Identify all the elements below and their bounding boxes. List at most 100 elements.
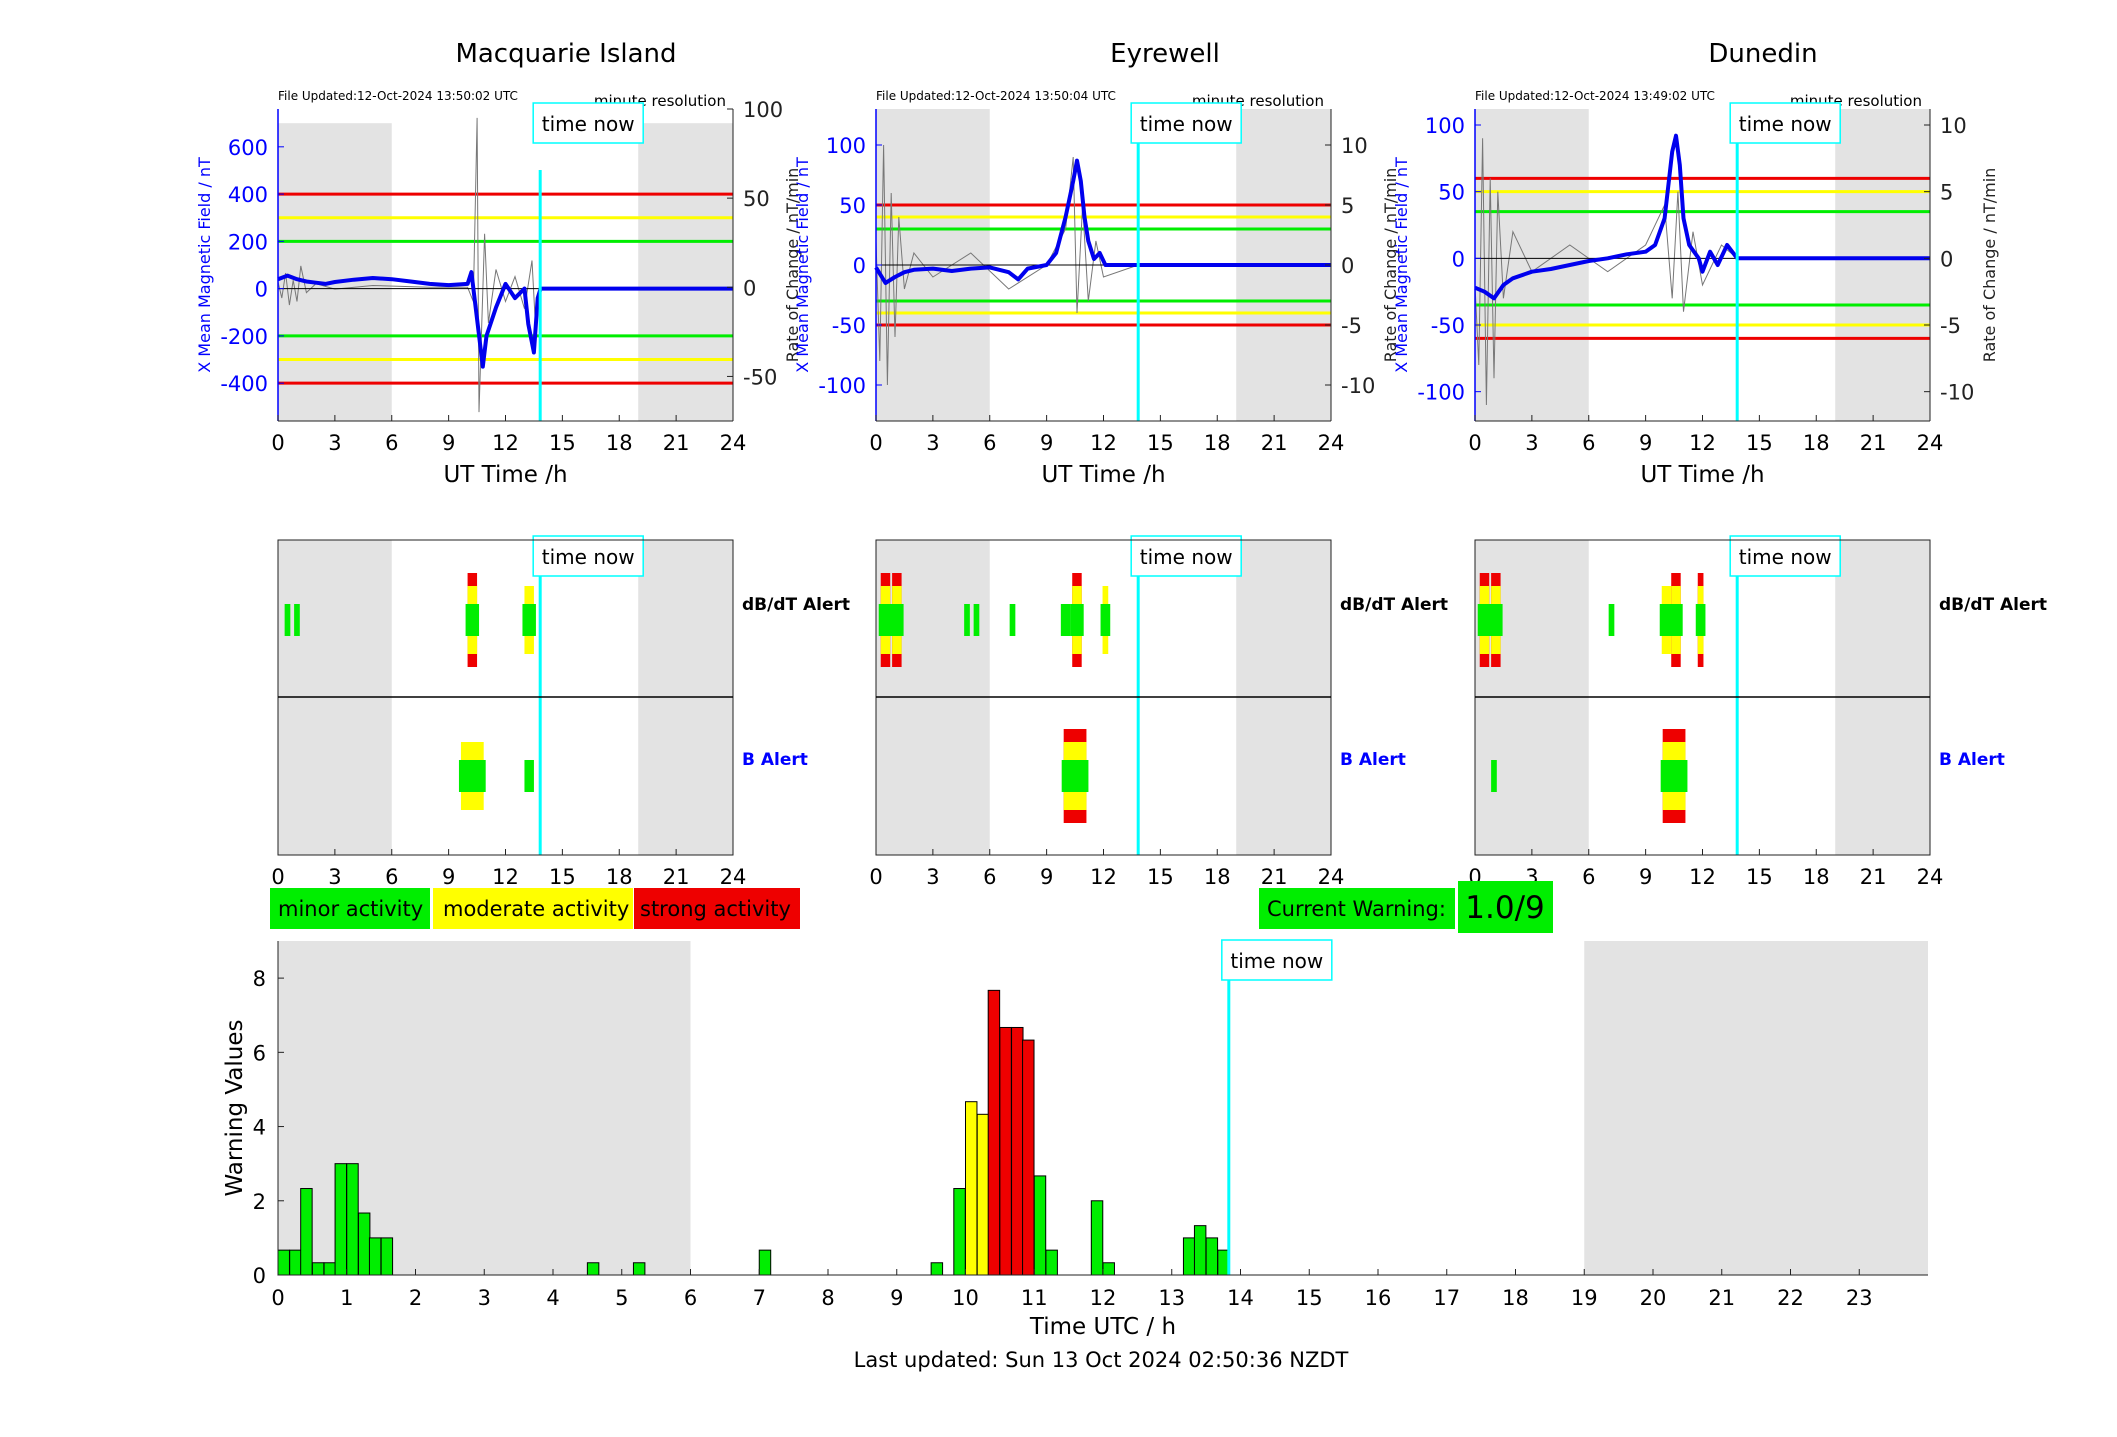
legend-minor-swatch	[270, 888, 430, 929]
x-tick-label: 9	[1040, 431, 1053, 455]
time-now-box	[1729, 535, 1841, 577]
x-tick-label: 18	[1803, 431, 1830, 455]
warning-bar	[289, 1249, 302, 1276]
x-tick-label: 18	[1204, 865, 1231, 889]
y-tick-label: -100	[818, 374, 866, 398]
warning-bar	[277, 1249, 290, 1276]
dbdt-alert-minor	[294, 604, 300, 636]
x-tick-label: 6	[1582, 431, 1595, 455]
x-tick-label: 9	[442, 865, 455, 889]
x-tick-label: 24	[1917, 431, 1944, 455]
x-tick-label: 6	[1582, 865, 1595, 889]
x-tick-label: 14	[1227, 1286, 1254, 1310]
r-tick-label: -10	[1341, 374, 1375, 398]
dbdt-alert-minor	[1477, 604, 1492, 636]
b-alert-minor	[524, 760, 534, 792]
night-shade	[1835, 109, 1930, 421]
x-tick-label: 18	[606, 431, 633, 455]
y-tick-label: 0	[853, 254, 866, 278]
x-tick-label: 21	[663, 431, 690, 455]
y-tick-label: -200	[220, 325, 268, 349]
y-tick-label: 400	[228, 183, 268, 207]
y-tick-label: 8	[253, 967, 266, 991]
r-tick-label: 50	[743, 187, 770, 211]
x-tick-label: 24	[1318, 431, 1345, 455]
night-shade	[638, 123, 733, 421]
x-tick-label: 3	[926, 431, 939, 455]
x-tick-label: 12	[1090, 865, 1117, 889]
x-tick-label: 3	[926, 865, 939, 889]
current-warning-label: Current Warning:	[1267, 897, 1446, 921]
x-tick-label: 15	[1147, 431, 1174, 455]
time-now-label: time now	[1739, 112, 1832, 136]
r-tick-label: -50	[743, 365, 777, 389]
dbdt-alert-label: dB/dT Alert	[1340, 595, 1448, 615]
x-tick-label: 12	[492, 865, 519, 889]
r-tick-label: 0	[743, 276, 756, 300]
file-updated-eyrewell: File Updated:12-Oct-2024 13:50:04 UTC	[876, 89, 1116, 103]
x-tick-label: 6	[684, 1286, 697, 1310]
x-tick-label: 12	[1689, 865, 1716, 889]
dbdt-alert-minor	[964, 604, 970, 636]
time-now-label: time now	[1230, 949, 1323, 973]
b-alert-label: B Alert	[1939, 750, 2005, 770]
x-tick-label: 24	[720, 865, 747, 889]
x-tick-label: 17	[1433, 1286, 1460, 1310]
dbdt-alert-label: dB/dT Alert	[742, 595, 850, 615]
r-tick-label: 10	[1341, 134, 1368, 158]
y-tick-label: 0	[255, 278, 268, 302]
warning-bar	[632, 1262, 646, 1276]
x-tick-label: 21	[1261, 431, 1288, 455]
y-tick-label: 0	[253, 1264, 266, 1288]
x-tick-label: 8	[821, 1286, 834, 1310]
dbdt-alert-minor	[522, 604, 536, 636]
dbdt-alert-minor	[1608, 604, 1615, 636]
b-alert-label: B Alert	[742, 750, 808, 770]
r-tick-label: 5	[1341, 194, 1354, 218]
warning-bar	[334, 1163, 348, 1276]
x-tick-label: 6	[983, 865, 996, 889]
x-tick-label: 3	[328, 431, 341, 455]
legend-moderate-label: moderate activity	[443, 897, 629, 921]
field-trace	[277, 270, 733, 369]
x-tick-label: 0	[271, 431, 284, 455]
x-tick-label: 6	[385, 865, 398, 889]
x-tick-label: 9	[890, 1286, 903, 1310]
x-tick-label: 13	[1158, 1286, 1185, 1310]
x-tick-label: 11	[1021, 1286, 1048, 1310]
b-alert-minor	[1491, 760, 1497, 792]
y-axis-label: Warning Values	[222, 1019, 248, 1196]
x-tick-label: 6	[983, 431, 996, 455]
x-tick-label: 9	[1040, 865, 1053, 889]
warning-bar	[300, 1188, 313, 1276]
last-updated: Last updated: Sun 13 Oct 2024 02:50:36 N…	[854, 1348, 1349, 1372]
y-tick-label: 100	[826, 134, 866, 158]
file-updated-macquarie: File Updated:12-Oct-2024 13:50:02 UTC	[278, 89, 518, 103]
left-axis-label: X Mean Magnetic Field / nT	[1392, 157, 1411, 373]
r-tick-label: -10	[1940, 381, 1974, 405]
x-tick-label: 7	[753, 1286, 766, 1310]
x-tick-label: 18	[1803, 865, 1830, 889]
time-now-label: time now	[542, 112, 635, 136]
night-shade	[278, 123, 392, 421]
r-tick-label: 100	[743, 98, 783, 122]
warning-bar	[1102, 1262, 1115, 1276]
dbdt-alert-minor	[1100, 604, 1111, 636]
time-now-box	[1130, 102, 1242, 144]
r-tick-label: 0	[1341, 254, 1354, 278]
x-tick-label: 2	[409, 1286, 422, 1310]
x-tick-label: 23	[1846, 1286, 1873, 1310]
x-tick-label: 21	[1860, 431, 1887, 455]
warning-bar	[1022, 1039, 1035, 1276]
x-tick-label: 5	[615, 1286, 628, 1310]
current-warning: Current Warning: 1.0/9	[1259, 881, 1553, 933]
current-warning-value-box	[1458, 881, 1553, 933]
x-tick-label: 3	[1525, 431, 1538, 455]
alert-plots: time now dB/dT Alert B Alert 0 3 6 9 12 15 18 21 24…	[271, 535, 2047, 889]
y-tick-label: -50	[832, 314, 866, 338]
x-tick-label: 4	[546, 1286, 559, 1310]
x-tick-label: 12	[1090, 431, 1117, 455]
